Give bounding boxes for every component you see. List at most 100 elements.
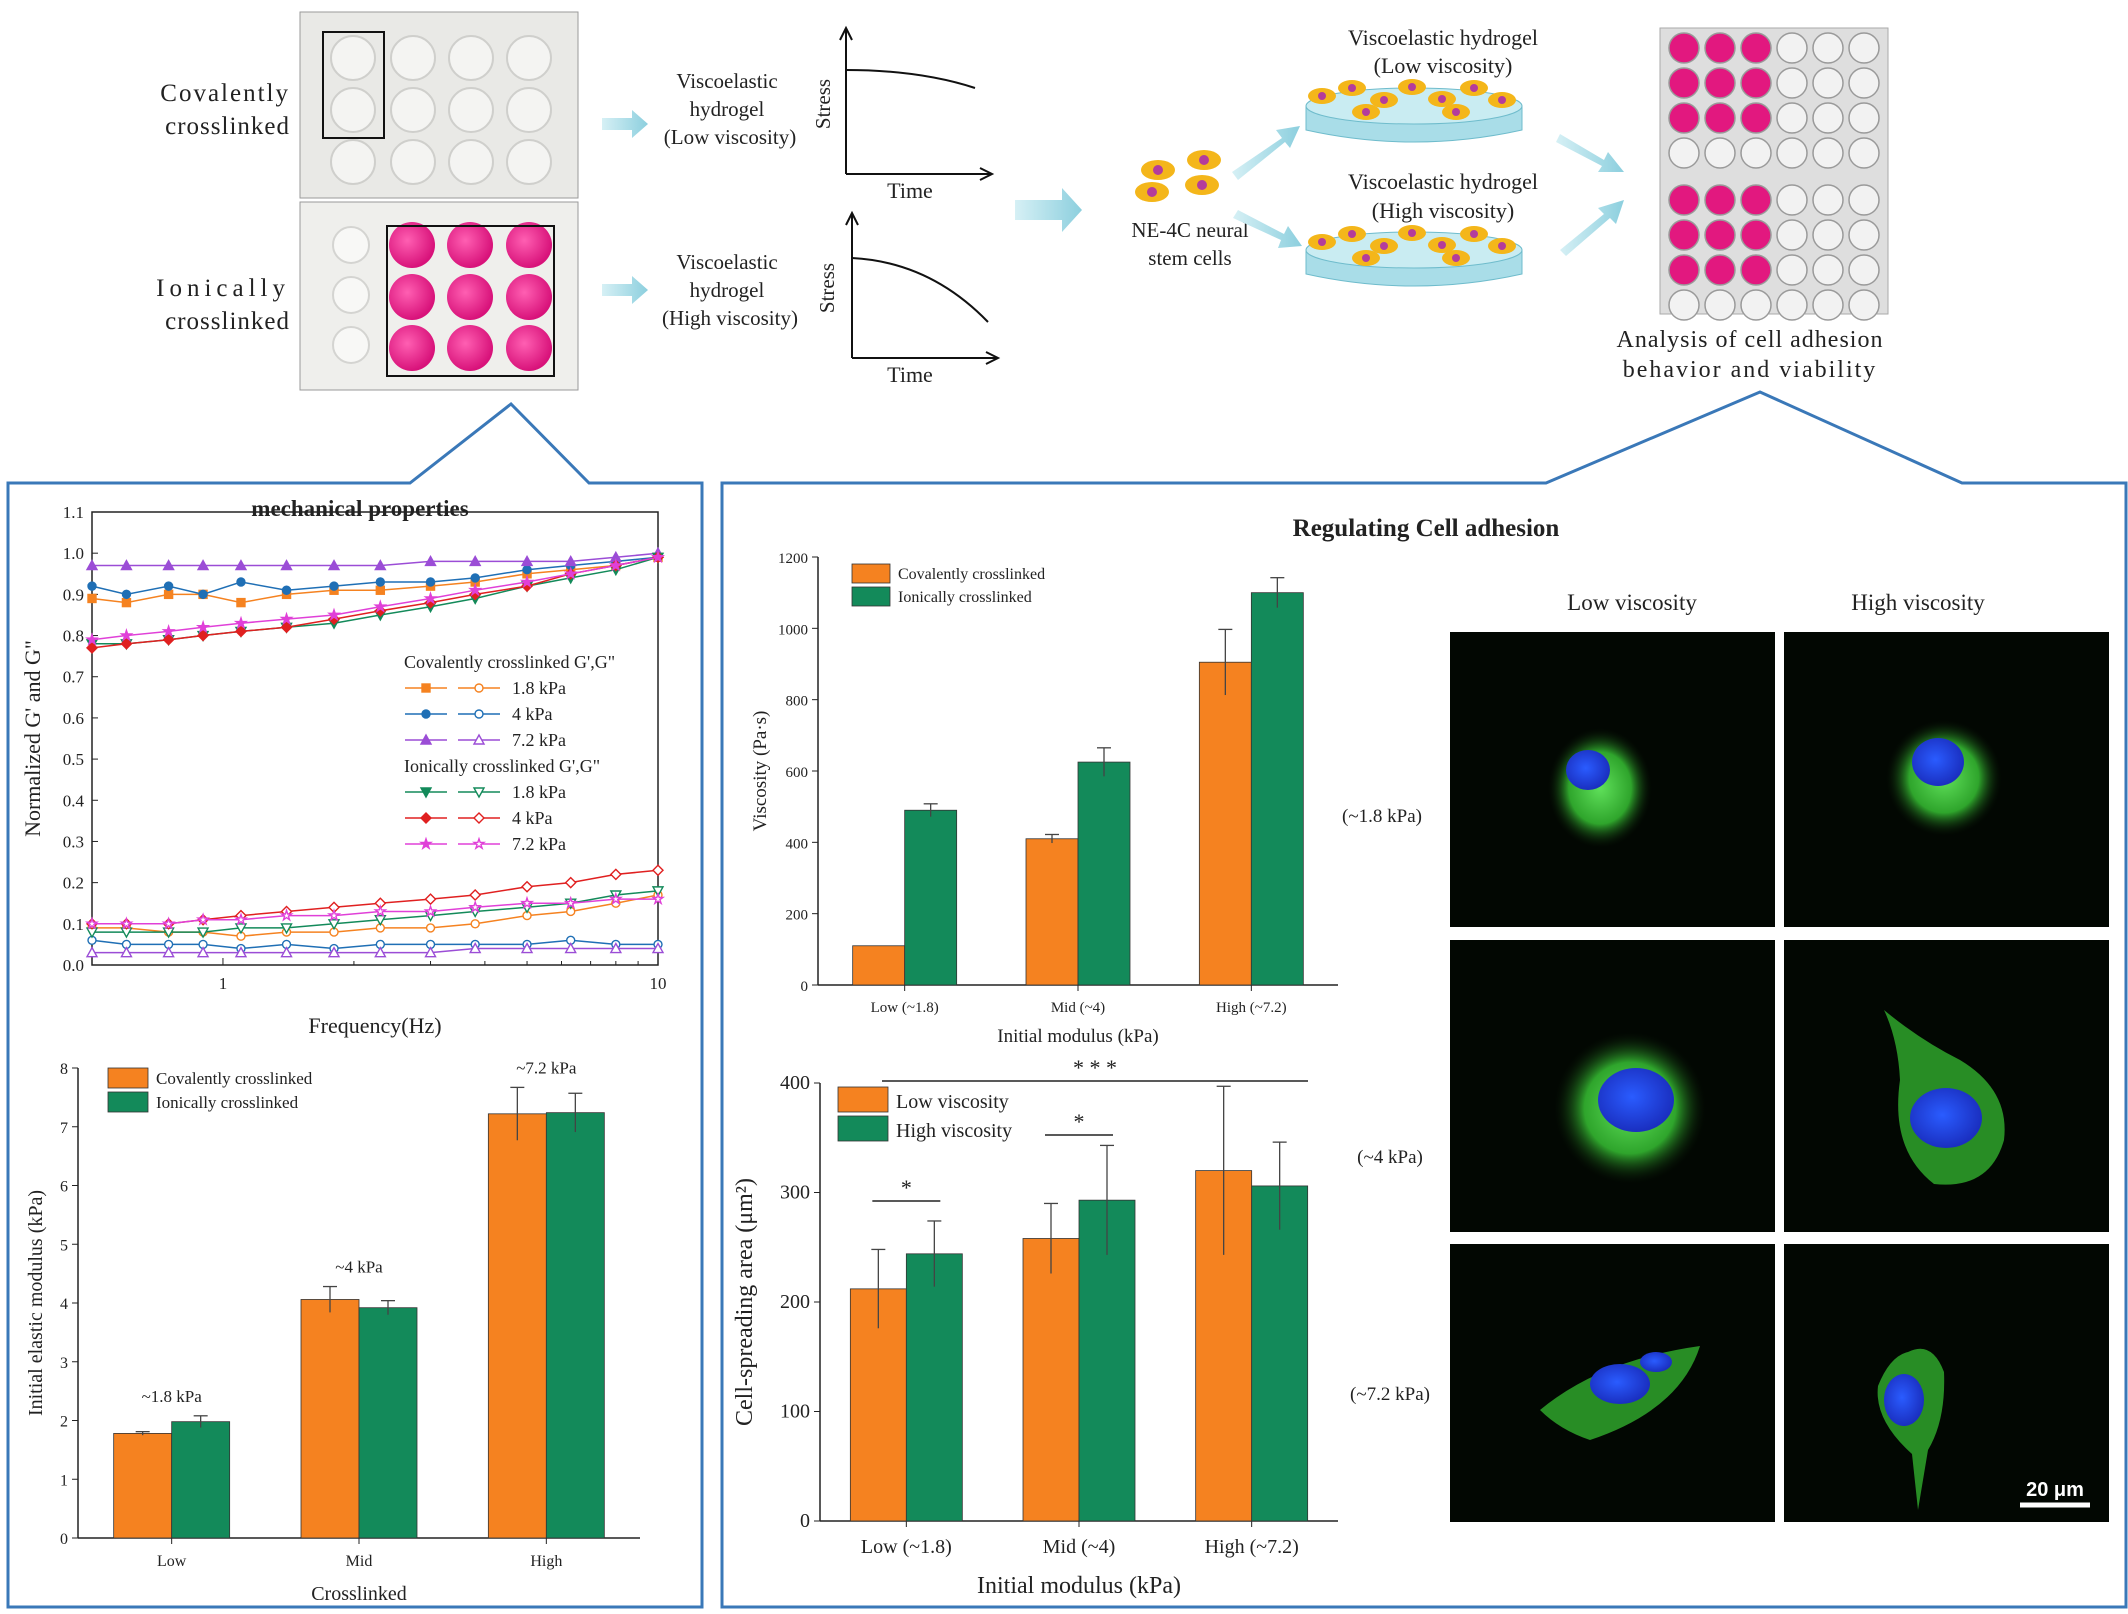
dish-high-label-1: Viscoelastic hydrogel — [1348, 169, 1538, 194]
data-point — [522, 564, 532, 575]
stress-time-plot-low — [839, 25, 995, 181]
y-tick-label: 0.4 — [63, 791, 85, 810]
covalent-label-2: crosslinked — [165, 113, 290, 140]
cell-low-1 — [1548, 728, 1652, 848]
data-point — [120, 637, 133, 650]
row-label-3: (~7.2 kPa) — [1350, 1384, 1430, 1405]
top-schematic: Covalently crosslinked Ionically crossli… — [156, 11, 1889, 391]
bar-legend: Covalently crosslinked Ionically crosslin… — [851, 563, 1045, 607]
legend-swatch — [851, 563, 891, 584]
covalent-label-1: Covalently — [160, 80, 290, 107]
right-panel-frame — [720, 390, 2128, 1609]
bar-annotation: ~7.2 kPa — [516, 1058, 577, 1077]
series-4-kPa-gprime — [86, 551, 664, 654]
plate-well-stained — [1668, 67, 1700, 99]
microscopy-grid: Low viscosity High viscosity (~1.8 kPa) … — [1342, 590, 2109, 1522]
high-curve-label-1: Viscoelastic — [676, 250, 777, 274]
bar — [545, 1112, 605, 1539]
significance-marker: * — [901, 1175, 912, 1200]
data-point — [473, 812, 485, 824]
plate-well-stained — [1740, 32, 1772, 64]
well-plate-wells — [1668, 32, 1880, 321]
data-point — [471, 836, 487, 851]
plate-well-empty — [1704, 289, 1736, 321]
plate-well-empty — [1668, 137, 1700, 169]
cell-high-2 — [1884, 1010, 2005, 1185]
series-line — [91, 556, 659, 641]
data-point — [424, 946, 437, 958]
relaxation-curve-high — [851, 257, 989, 323]
legend-group-title: Ionically crosslinked G',G" — [404, 756, 600, 776]
data-point — [521, 580, 534, 593]
plate-well-stained — [1740, 254, 1772, 286]
legend-label: Covalently crosslinked — [156, 1069, 313, 1088]
data-point — [608, 891, 623, 906]
plate-well-stained — [1740, 67, 1772, 99]
low-curve-label-1: Viscoelastic — [676, 69, 777, 93]
data-point — [651, 942, 665, 954]
data-point — [374, 559, 387, 571]
plate-well-empty — [1812, 32, 1844, 64]
ionic-wells-pink — [389, 222, 552, 371]
spreading-chart: 0 100 200 300 400 Low (~1.8) Mid (~4) High (~7.… — [732, 1055, 1338, 1599]
stress-axis-high: Stress — [815, 263, 839, 313]
data-point — [162, 633, 175, 646]
data-point — [564, 876, 577, 889]
x-tick-label: Mid (~4) — [1043, 1536, 1115, 1558]
data-point — [161, 623, 176, 638]
data-point — [651, 886, 665, 898]
data-point — [608, 557, 623, 572]
legend-label: Covalently crosslinked — [898, 566, 1045, 583]
plate-well-empty — [1776, 184, 1808, 216]
x-tick-label: 1 — [219, 974, 228, 993]
y-tick-label: 1 — [60, 1472, 68, 1489]
data-point — [474, 683, 484, 693]
bar — [852, 945, 906, 986]
bar — [1077, 761, 1131, 986]
plate-well-empty — [1848, 254, 1880, 286]
y-tick-label: 400 — [780, 1072, 810, 1094]
y-axis-label: Initial elastic modulus (kPa) — [25, 1190, 47, 1416]
bar — [1250, 592, 1304, 986]
modulus-chart: 0 1 2 3 4 5 6 7 8 Low ~1.8 kPa Mid ~4 kPa High ~7.2 kP… — [25, 1058, 640, 1605]
plate-well-empty — [1848, 184, 1880, 216]
high-curve-label-2: hydrogel — [690, 278, 765, 302]
data-point — [236, 597, 246, 608]
plate-well-empty — [1812, 67, 1844, 99]
plate-well-stained — [1740, 219, 1772, 251]
legend-label: 7.2 kPa — [512, 730, 566, 750]
data-point — [279, 908, 294, 922]
plate-well-stained — [1740, 102, 1772, 134]
data-point — [236, 577, 246, 587]
data-point — [419, 787, 433, 799]
plate-well-stained — [1704, 254, 1736, 286]
plate-well-empty — [1812, 137, 1844, 169]
plate-well-empty — [1776, 219, 1808, 251]
bar — [1251, 1185, 1309, 1522]
data-point — [281, 585, 292, 595]
plate-well-stained — [1668, 184, 1700, 216]
series-7-2-kPa-gprime — [85, 546, 665, 571]
y-tick-label: 6 — [60, 1179, 68, 1196]
series-line — [92, 898, 658, 925]
analysis-label-2: behavior and viability — [1623, 357, 1878, 383]
bar-legend: Low viscosity High viscosity — [837, 1086, 1012, 1142]
plate-well-stained — [1668, 102, 1700, 134]
legend-swatch — [107, 1091, 149, 1113]
data-point — [564, 554, 577, 567]
series-7-2-kPa-gprime — [85, 549, 666, 646]
legend-swatch — [837, 1086, 889, 1113]
covalent-wells — [330, 35, 552, 185]
significance-marker: * — [1074, 1109, 1085, 1134]
plate-well-empty — [1848, 137, 1880, 169]
legend-label: High viscosity — [896, 1120, 1012, 1142]
x-tick-label: Low (~1.8) — [861, 1536, 952, 1558]
relaxation-curve-low — [845, 69, 976, 89]
scale-bar-label: 20 μm — [2026, 1479, 2084, 1501]
cell-high-3 — [1877, 1348, 1945, 1510]
cells-label-1: NE-4C neural — [1131, 218, 1248, 242]
dish-low-label-2: (Low viscosity) — [1374, 53, 1513, 78]
dish-low-viscosity — [1305, 79, 1523, 143]
plate-well-stained — [1668, 219, 1700, 251]
arrow-to-plate-1 — [1556, 134, 1624, 172]
